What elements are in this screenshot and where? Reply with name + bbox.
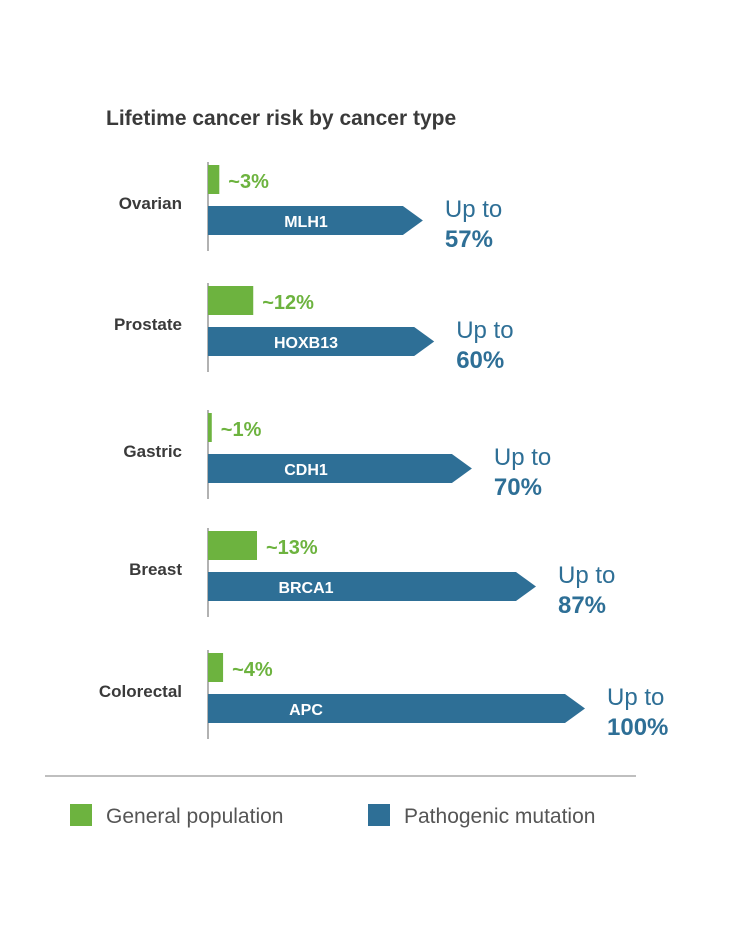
general-population-label: ~12%: [262, 292, 314, 314]
legend-general-population: General population: [70, 804, 283, 828]
up-to-label: Up to: [494, 444, 551, 471]
category-label: Breast: [129, 560, 182, 579]
mutation-value-label: 70%: [494, 474, 542, 501]
category-label: Gastric: [123, 442, 182, 461]
gene-label: APC: [289, 702, 323, 719]
chart-groups: Ovarian ~3% MLH1 Up to 57% Prostate ~12% HOXB13…: [99, 162, 668, 741]
general-population-label: ~3%: [228, 171, 269, 193]
up-to-label: Up to: [558, 562, 615, 589]
category-group: Breast ~13% BRCA1 Up to 87%: [129, 528, 615, 619]
legend-swatch: [70, 804, 92, 826]
legend-label: Pathogenic mutation: [404, 805, 595, 828]
pathogenic-mutation-bar: [208, 694, 585, 723]
general-population-bar: [208, 165, 220, 194]
gene-label: BRCA1: [278, 580, 333, 597]
mutation-value-label: 87%: [558, 592, 606, 619]
up-to-label: Up to: [456, 317, 513, 344]
legend-pathogenic-mutation: Pathogenic mutation: [368, 804, 595, 828]
pathogenic-mutation-bar: [208, 206, 423, 235]
mutation-value-label: 57%: [445, 226, 493, 253]
general-population-label: ~1%: [221, 419, 262, 441]
pathogenic-mutation-bar: [208, 454, 472, 483]
category-label: Colorectal: [99, 682, 182, 701]
category-group: Colorectal ~4% APC Up to 100%: [99, 650, 668, 741]
mutation-value-label: 60%: [456, 347, 504, 374]
general-population-bar: [208, 286, 254, 315]
general-population-label: ~4%: [232, 659, 273, 681]
legend-swatch: [368, 804, 390, 826]
category-group: Gastric ~1% CDH1 Up to 70%: [123, 410, 551, 501]
pathogenic-mutation-bar: [208, 327, 435, 356]
gene-label: CDH1: [284, 462, 328, 479]
gene-label: HOXB13: [274, 335, 338, 352]
category-group: Ovarian ~3% MLH1 Up to 57%: [119, 162, 502, 253]
general-population-bar: [208, 413, 212, 442]
gene-label: MLH1: [284, 214, 328, 231]
up-to-label: Up to: [607, 684, 664, 711]
up-to-label: Up to: [445, 196, 502, 223]
category-label: Ovarian: [119, 194, 182, 213]
legend-label: General population: [106, 805, 283, 828]
mutation-value-label: 100%: [607, 714, 668, 741]
general-population-label: ~13%: [266, 537, 318, 559]
category-label: Prostate: [114, 315, 182, 334]
chart-title: Lifetime cancer risk by cancer type: [106, 107, 456, 130]
general-population-bar: [208, 653, 224, 682]
legend: General population Pathogenic mutation: [70, 804, 595, 828]
general-population-bar: [208, 531, 258, 560]
pathogenic-mutation-bar: [208, 572, 536, 601]
category-group: Prostate ~12% HOXB13 Up to 60%: [114, 283, 514, 374]
